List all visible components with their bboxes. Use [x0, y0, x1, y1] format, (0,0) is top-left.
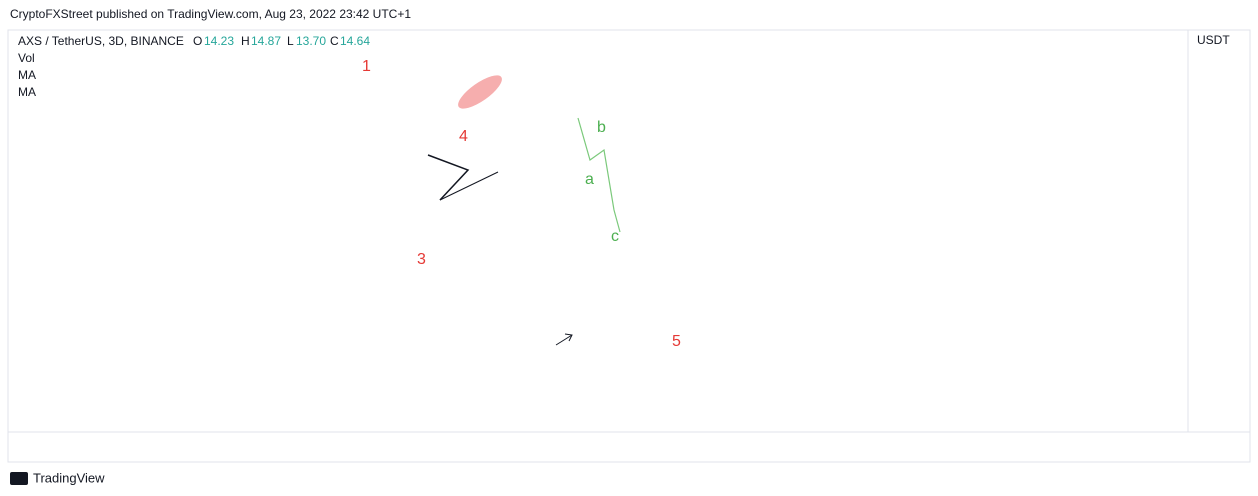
footer-brand: TradingView	[33, 470, 105, 485]
indicator-label: Vol	[18, 51, 35, 65]
wave-label: b	[597, 119, 606, 136]
wave-label: 4	[459, 128, 468, 145]
wave-label: a	[585, 171, 594, 188]
wave-label: 1	[362, 58, 371, 75]
triangle-drawing	[427, 154, 470, 201]
ohlc-value: 14.87	[251, 34, 281, 48]
triangle-drawing	[439, 171, 499, 201]
frame	[7, 29, 1251, 463]
header: CryptoFXStreet published on TradingView.…	[10, 7, 411, 21]
arrow	[564, 333, 573, 342]
ohlc-key: O	[193, 34, 202, 48]
arrow	[555, 334, 573, 346]
ohlc-key: C	[330, 34, 339, 48]
ohlc-value: 13.70	[296, 34, 326, 48]
axis-unit: USDT	[1197, 33, 1230, 47]
wave-label: c	[611, 228, 619, 245]
wave-label: 3	[417, 251, 426, 268]
wave-path	[577, 117, 621, 233]
ohlc-value: 14.23	[204, 34, 234, 48]
logo-icon	[10, 472, 28, 485]
indicator-label: MA	[18, 68, 36, 82]
ohlc-key: L	[287, 34, 294, 48]
wave-label: 5	[672, 333, 681, 350]
ohlc-key: H	[241, 34, 250, 48]
ohlc-value: 14.64	[340, 34, 370, 48]
highlight-mark	[458, 75, 502, 109]
symbol-title: AXS / TetherUS, 3D, BINANCE	[18, 34, 184, 48]
indicator-label: MA	[18, 85, 36, 99]
